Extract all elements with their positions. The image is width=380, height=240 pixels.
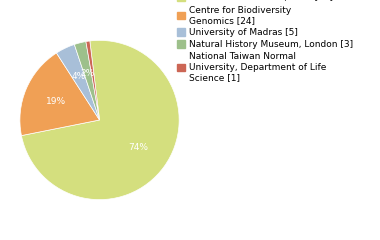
- Text: 19%: 19%: [46, 97, 66, 106]
- Text: 74%: 74%: [128, 144, 148, 152]
- Wedge shape: [20, 53, 100, 136]
- Text: 4%: 4%: [72, 72, 86, 81]
- Text: 2%: 2%: [81, 69, 95, 78]
- Wedge shape: [21, 40, 179, 200]
- Legend: Mined from GenBank, NCBI [93], Centre for Biodiversity
Genomics [24], University: Mined from GenBank, NCBI [93], Centre fo…: [176, 0, 354, 83]
- Wedge shape: [86, 41, 100, 120]
- Wedge shape: [57, 44, 100, 120]
- Wedge shape: [74, 42, 100, 120]
